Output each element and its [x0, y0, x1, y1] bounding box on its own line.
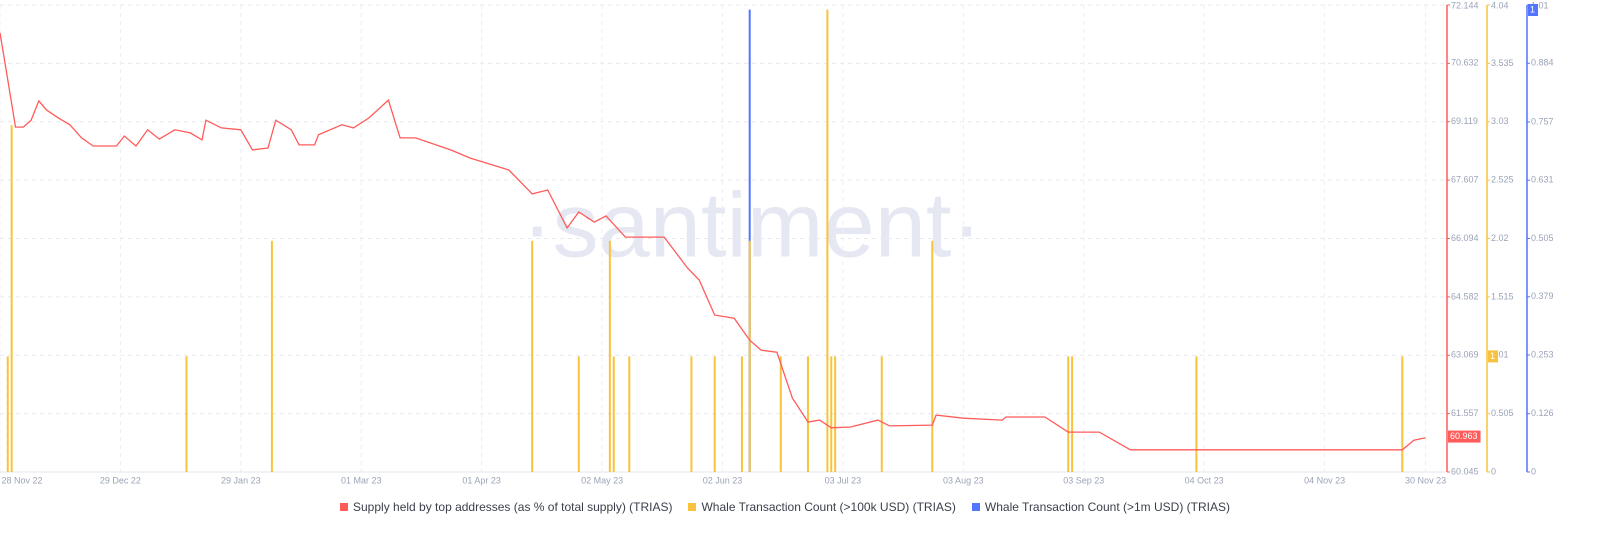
bar: [830, 356, 833, 472]
legend-item[interactable]: Supply held by top addresses (as % of to…: [340, 500, 672, 514]
bar: [531, 240, 534, 472]
bar: [713, 356, 716, 472]
y-tick-label: 3.535: [1491, 58, 1514, 68]
y-tick-label: 1.515: [1491, 291, 1514, 301]
current-value-badge: 1: [1488, 350, 1499, 363]
bar: [690, 356, 693, 472]
bar: [6, 356, 9, 472]
current-value-badge: 1: [1528, 4, 1539, 16]
bar: [612, 356, 615, 472]
bar: [185, 356, 188, 472]
y-tick-label: 1.01: [1531, 0, 1549, 10]
y-tick-label: 0.884: [1531, 58, 1554, 68]
x-tick-label: 03 Aug 23: [943, 475, 984, 485]
bar: [1067, 356, 1070, 472]
bar: [1071, 356, 1074, 472]
bar: [834, 356, 837, 472]
bar: [748, 240, 751, 472]
y-tick-label: 61.557: [1451, 408, 1479, 418]
y-tick-label: 0.631: [1531, 175, 1554, 185]
y-tick-label: 69.119: [1451, 116, 1478, 126]
bar: [740, 356, 743, 472]
y-tick-label: 0.379: [1531, 291, 1554, 301]
y-tick-label: 0.253: [1531, 349, 1554, 359]
y-tick-label: 70.632: [1451, 58, 1479, 68]
x-tick-label: 01 Mar 23: [341, 475, 382, 485]
x-tick-label: 30 Nov 23: [1405, 475, 1446, 485]
y-tick-label: 66.094: [1451, 233, 1479, 243]
legend-label: Whale Transaction Count (>1m USD) (TRIAS…: [984, 500, 1230, 514]
bar: [1195, 356, 1198, 472]
y-tick-label: 67.607: [1451, 174, 1479, 184]
x-tick-label: 01 Apr 23: [462, 475, 501, 485]
x-tick-label: 02 Jun 23: [703, 475, 743, 485]
x-tick-label: 04 Oct 23: [1185, 475, 1224, 485]
legend-swatch: [971, 503, 980, 511]
watermark: ·santiment·: [522, 174, 982, 276]
bar: [270, 240, 273, 472]
x-tick-label: 03 Sep 23: [1063, 475, 1104, 485]
y-tick-label: 0.757: [1531, 116, 1554, 126]
x-tick-label: 03 Jul 23: [825, 475, 862, 485]
badge-bg: [1488, 350, 1499, 363]
legend: Supply held by top addresses (as % of to…: [0, 500, 1570, 514]
y-tick-label: 0.505: [1531, 233, 1554, 243]
y-tick-label: 63.069: [1451, 350, 1479, 360]
bar: [1401, 356, 1404, 472]
x-tick-label: 29 Dec 22: [100, 475, 141, 485]
y-tick-label: 2.525: [1491, 175, 1514, 185]
current-value-badge: 60.963: [1448, 430, 1481, 443]
y-tick-label: 60.045: [1451, 466, 1479, 476]
x-tick-label: 29 Jan 23: [221, 475, 261, 485]
legend-label: Supply held by top addresses (as % of to…: [353, 500, 673, 514]
legend-label: Whale Transaction Count (>100k USD) (TRI…: [701, 500, 956, 514]
bar: [806, 356, 809, 472]
y-tick-label: 0: [1491, 466, 1496, 476]
y-tick-label: 72.144: [1451, 0, 1479, 10]
bar: [628, 356, 631, 472]
bar: [880, 356, 883, 472]
current-value: 60.963: [1450, 431, 1478, 441]
bar: [577, 356, 580, 472]
y-tick-label: 0: [1531, 466, 1536, 476]
x-tick-label: 02 May 23: [581, 475, 623, 485]
bar: [779, 356, 782, 472]
badge-bg: [1448, 430, 1481, 443]
y-tick-label: 4.04: [1491, 0, 1509, 10]
line: [0, 32, 1426, 451]
x-tick-label: 04 Nov 23: [1304, 475, 1345, 485]
current-value: 1: [1490, 351, 1495, 361]
legend-item[interactable]: Whale Transaction Count (>100k USD) (TRI…: [688, 500, 956, 514]
legend-swatch: [688, 503, 697, 511]
bar: [10, 125, 13, 472]
legend-item[interactable]: Whale Transaction Count (>1m USD) (TRIAS…: [971, 500, 1230, 514]
chart: ·santiment·28 Nov 22 29 Dec 22 29 Jan 23 01…: [0, 0, 1554, 485]
x-tick-label: 28 Nov 22: [1, 475, 42, 485]
current-value: 1: [1530, 4, 1535, 14]
y-tick-label: 0.126: [1531, 408, 1554, 418]
y-tick-label: 1.01: [1491, 350, 1509, 360]
y-tick-label: 0.505: [1491, 408, 1514, 418]
badge-bg: [1528, 4, 1539, 16]
bar: [608, 240, 611, 472]
bar: [931, 240, 934, 472]
y-tick-label: 2.02: [1491, 233, 1509, 243]
y-tick-label: 3.03: [1491, 116, 1509, 126]
bar: [826, 9, 829, 473]
y-tick-label: 64.582: [1451, 291, 1479, 301]
legend-swatch: [340, 503, 348, 511]
